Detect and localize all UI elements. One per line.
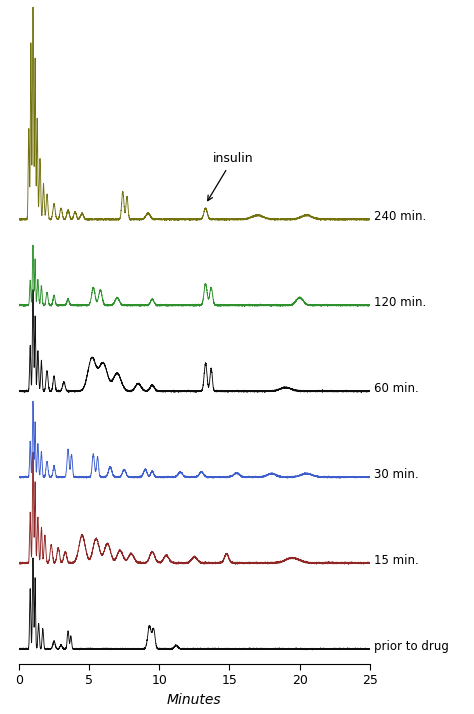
Text: 15 min.: 15 min. <box>374 554 419 567</box>
Text: insulin: insulin <box>208 152 253 201</box>
Text: 120 min.: 120 min. <box>374 296 426 309</box>
Text: 60 min.: 60 min. <box>374 382 419 395</box>
Text: 240 min.: 240 min. <box>374 211 426 223</box>
Text: 30 min.: 30 min. <box>374 468 419 481</box>
Text: prior to drug: prior to drug <box>374 640 449 653</box>
X-axis label: Minutes: Minutes <box>167 693 222 707</box>
